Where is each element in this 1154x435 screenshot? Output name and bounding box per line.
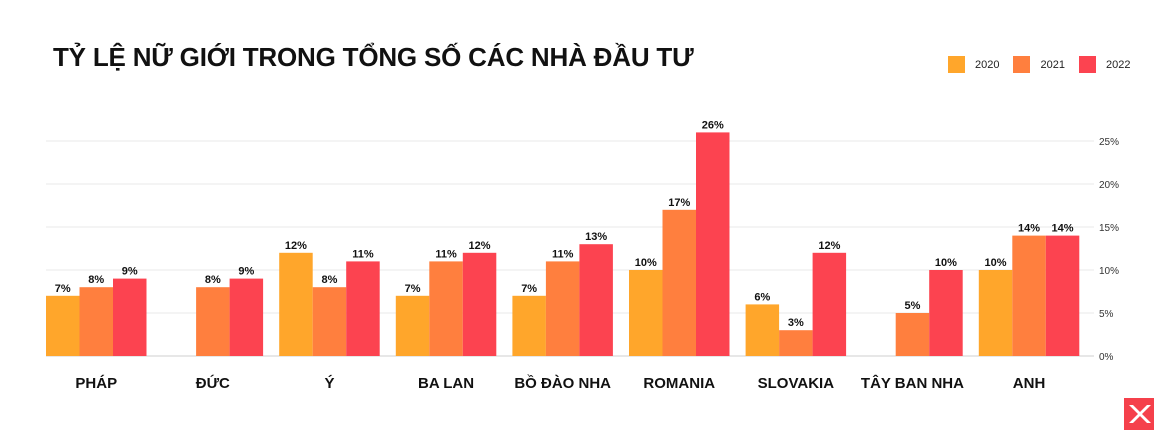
bar-2020-0 <box>46 295 80 356</box>
category-label-1: ĐỨC <box>196 374 230 392</box>
value-label-2021-7: 5% <box>904 300 920 312</box>
bar-2021-6 <box>779 330 813 356</box>
value-label-2020-0: 7% <box>55 283 71 295</box>
legend-item-2022: 2022 <box>1078 56 1131 73</box>
value-label-2021-3: 11% <box>435 248 457 260</box>
bar-2022-4 <box>579 244 613 356</box>
value-label-2021-1: 8% <box>205 274 221 286</box>
y-tick-label-15: 15% <box>1099 223 1119 234</box>
value-label-2022-7: 10% <box>935 257 957 269</box>
bar-2020-6 <box>745 304 780 356</box>
bar-2020-3 <box>395 295 430 356</box>
value-label-2022-5: 26% <box>702 119 724 131</box>
legend-swatch-2021 <box>1013 56 1031 73</box>
bar-2021-7 <box>895 313 930 356</box>
value-label-2020-4: 7% <box>521 283 537 295</box>
legend-label-2022: 2022 <box>1105 58 1131 71</box>
bar-2022-3 <box>462 252 497 356</box>
x-logo-icon <box>1129 405 1151 423</box>
bar-2021-4 <box>545 261 580 356</box>
value-label-2021-8: 14% <box>1018 223 1040 235</box>
category-label-5: ROMANIA <box>643 375 715 392</box>
legend-item-2021: 2021 <box>1013 56 1065 73</box>
value-label-2021-4: 11% <box>552 248 574 260</box>
y-tick-label-0: 0% <box>1099 352 1114 363</box>
value-label-2022-0: 9% <box>122 266 138 278</box>
legend-item-2020: 2020 <box>948 56 999 73</box>
bar-2020-2 <box>279 252 313 356</box>
value-label-2022-8: 14% <box>1052 223 1074 235</box>
bar-2020-5 <box>629 270 663 356</box>
bar-2022-8 <box>1045 235 1080 356</box>
legend-label-2021: 2021 <box>1040 58 1065 71</box>
bar-2020-8 <box>978 270 1013 356</box>
value-label-2020-3: 7% <box>405 283 421 295</box>
bar-2022-0 <box>113 278 147 356</box>
legend-swatch-2020 <box>948 56 965 73</box>
value-label-2020-5: 10% <box>635 257 657 269</box>
category-label-7: TÂY BAN NHA <box>861 374 964 392</box>
bar-2021-3 <box>429 261 463 356</box>
value-label-2021-5: 17% <box>668 197 690 209</box>
category-label-3: BA LAN <box>418 375 474 392</box>
category-label-8: ANH <box>1013 375 1046 392</box>
bar-2022-6 <box>812 252 847 356</box>
value-label-2022-3: 12% <box>469 240 491 252</box>
bar-2022-2 <box>346 261 380 356</box>
legend-swatch-2022 <box>1078 56 1096 73</box>
category-label-6: SLOVAKIA <box>758 375 835 392</box>
y-tick-label-10: 10% <box>1099 266 1119 277</box>
bar-2021-0 <box>79 287 113 356</box>
value-label-2021-0: 8% <box>88 274 104 286</box>
value-label-2022-6: 12% <box>818 240 840 252</box>
bar-2021-5 <box>662 209 696 356</box>
y-tick-label-20: 20% <box>1099 180 1119 191</box>
value-label-2022-1: 9% <box>238 266 254 278</box>
bar-2022-7 <box>929 270 963 356</box>
xtb-x-logo <box>1124 398 1154 430</box>
y-tick-label-5: 5% <box>1099 309 1114 320</box>
value-label-2020-6: 6% <box>754 291 770 303</box>
y-tick-label-25: 25% <box>1099 137 1119 148</box>
value-label-2022-4: 13% <box>585 231 607 243</box>
value-label-2022-2: 11% <box>352 248 374 260</box>
bar-2020-4 <box>512 295 546 356</box>
bar-2021-1 <box>196 287 230 356</box>
value-label-2020-2: 12% <box>285 240 307 252</box>
bar-2022-5 <box>696 132 730 356</box>
bar-2022-1 <box>229 278 264 356</box>
chart-title: TỶ LỆ NỮ GIỚI TRONG TỔNG SỐ CÁC NHÀ ĐẦU … <box>53 42 694 72</box>
bar-2021-8 <box>1012 235 1046 356</box>
value-label-2020-8: 10% <box>985 257 1007 269</box>
category-label-0: PHÁP <box>75 375 117 392</box>
value-label-2021-2: 8% <box>321 274 337 286</box>
bar-2021-2 <box>312 287 347 356</box>
legend: 2020 2021 2022 <box>948 56 1130 73</box>
category-label-4: BỒ ĐÀO NHA <box>514 374 611 392</box>
value-label-2021-6: 3% <box>788 317 804 329</box>
legend-label-2020: 2020 <box>975 58 1000 71</box>
category-label-2: Ý <box>324 374 334 392</box>
